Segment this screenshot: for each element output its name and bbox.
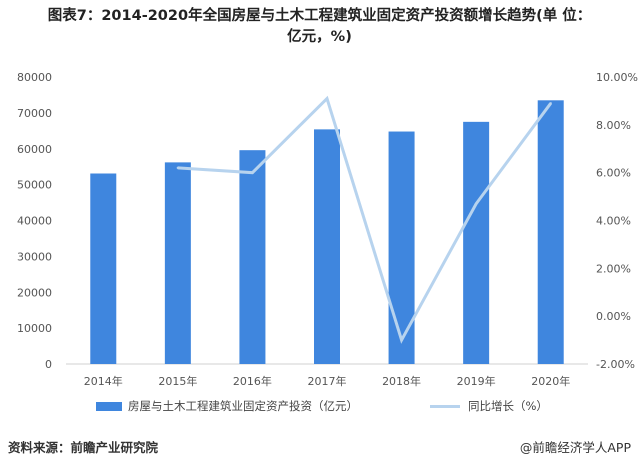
chart-title-line-1: 图表7：2014-2020年全国房屋与土木工程建筑业固定资产投资额增长趋势(单 … — [47, 8, 592, 24]
y-right-tick-label: 6.00% — [596, 167, 631, 180]
bar-investment — [239, 150, 266, 364]
chart-legend: 房屋与土木工程建筑业固定资产投资（亿元） 同比增长（%） — [0, 398, 639, 418]
x-tick-label: 2014年 — [84, 374, 123, 388]
brand-credit: @前瞻经济学人APP — [519, 440, 631, 455]
x-tick-label: 2017年 — [308, 374, 347, 388]
point-growth — [474, 202, 478, 205]
chart-title: 图表7：2014-2020年全国房屋与土木工程建筑业固定资产投资额增长趋势(单 … — [0, 6, 639, 48]
y-left-tick-label: 20000 — [17, 286, 52, 299]
bar-investment — [314, 129, 340, 364]
point-growth — [400, 338, 403, 342]
y-right-tick-label: 0.00% — [596, 310, 631, 323]
bar-investment — [388, 131, 415, 364]
y-left-tick-label: 50000 — [17, 179, 52, 192]
y-left-tick-label: 40000 — [17, 215, 52, 228]
point-growth — [549, 102, 552, 105]
legend-item-investment[interactable]: 房屋与土木工程建筑业固定资产投资（亿元） — [96, 398, 358, 414]
source-note: 资料来源：前瞻产业研究院 — [8, 440, 159, 455]
x-tick-label: 2020年 — [531, 374, 570, 388]
x-tick-label: 2019年 — [457, 374, 496, 388]
y-right-tick-label: 4.00% — [596, 215, 631, 228]
point-growth — [325, 97, 329, 100]
x-tick-label: 2018年 — [382, 374, 421, 388]
legend-label-growth: 同比增长（%） — [468, 399, 548, 413]
bar-investment — [537, 100, 564, 364]
y-right-tick-label: 2.00% — [596, 262, 631, 275]
y-right-tick-label: -2.00% — [596, 358, 635, 371]
y-left-tick-label: 0 — [45, 358, 52, 371]
legend-swatch-bar — [96, 401, 122, 411]
y-left-tick-label: 60000 — [17, 143, 52, 156]
legend-item-growth[interactable]: 同比增长（%） — [430, 398, 548, 414]
bar-investment — [90, 173, 117, 364]
line-growth — [177, 95, 552, 344]
chart-svg: 0 10000 20000 30000 40000 50000 60000 70000 8000… — [17, 71, 638, 388]
point-growth — [176, 166, 180, 170]
y-right-tick-label: 10.00% — [596, 71, 638, 84]
legend-label-investment: 房屋与土木工程建筑业固定资产投资（亿元） — [128, 399, 358, 413]
x-tick-label: 2015年 — [158, 374, 197, 388]
y-left-tick-label: 30000 — [17, 250, 52, 263]
bar-investment — [164, 162, 191, 364]
legend-swatch-line — [430, 404, 460, 408]
y-left-tick-label: 70000 — [17, 107, 52, 120]
footer: 资料来源：前瞻产业研究院 @前瞻经济学人APP — [0, 432, 639, 463]
bar-investment — [463, 121, 490, 364]
y-left-tick-label: 10000 — [17, 322, 52, 335]
point-growth — [251, 171, 254, 174]
y-right-tick-label: 8.00% — [596, 119, 631, 132]
chart-title-line-2: 亿元，%) — [287, 29, 352, 45]
x-tick-label: 2016年 — [233, 374, 272, 388]
y-left-tick-label: 80000 — [17, 71, 52, 84]
